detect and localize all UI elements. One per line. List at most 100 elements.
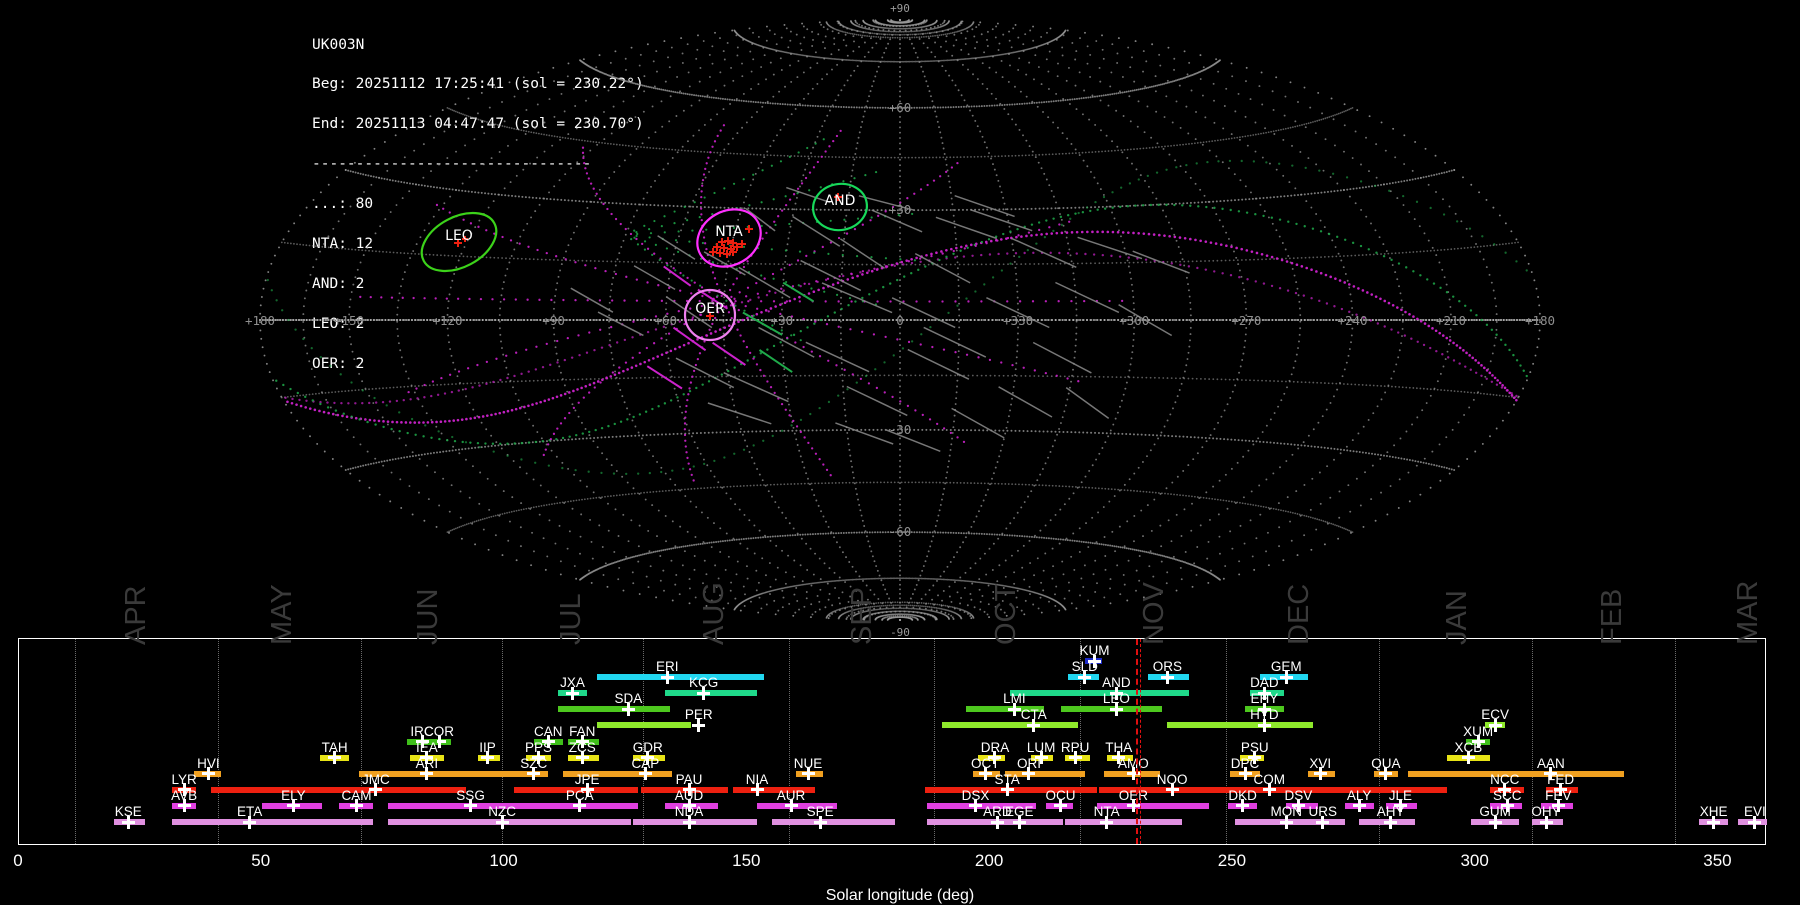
shower-bar[interactable] [597, 722, 692, 728]
shower-code-label: SSG [456, 788, 485, 803]
shower-code-label: NTA [1094, 804, 1120, 819]
shower-code-label: RPU [1061, 740, 1090, 755]
shower-label-leo: LEO [445, 228, 473, 244]
month-label: JUL [555, 593, 588, 645]
shower-code-label: NZC [488, 804, 516, 819]
shower-bar[interactable] [1061, 706, 1163, 712]
shower-bar[interactable] [1699, 819, 1728, 825]
x-tick-label: 350 [1703, 851, 1731, 871]
shower-code-label: IEA [416, 740, 438, 755]
shower-bar[interactable] [172, 803, 196, 809]
shower-bar[interactable] [597, 674, 765, 680]
shower-code-label: DPC [1231, 756, 1260, 771]
shower-code-label: COM [1254, 772, 1286, 787]
shower-bar[interactable] [514, 803, 638, 809]
shower-bar[interactable] [1738, 819, 1767, 825]
shower-bar[interactable] [339, 803, 373, 809]
shower-code-label: DSV [1285, 788, 1313, 803]
shower-bar[interactable] [1471, 819, 1520, 825]
shower-code-label: FEV [1545, 788, 1571, 803]
shower-code-label: XCB [1454, 740, 1482, 755]
shower-bar[interactable] [320, 755, 349, 761]
shower-bar[interactable] [194, 771, 221, 777]
month-label: SEP [846, 587, 879, 645]
month-gridline [1226, 639, 1227, 844]
lat-label: -60 [889, 524, 912, 539]
shower-code-label: XHE [1700, 804, 1728, 819]
shower-code-label: NCC [1490, 772, 1519, 787]
lat-label: +60 [889, 100, 912, 115]
shower-code-label: DSX [962, 788, 990, 803]
shower-bar[interactable] [1104, 771, 1160, 777]
shower-bar[interactable] [1228, 803, 1257, 809]
shower-bar[interactable] [558, 706, 670, 712]
shower-bar[interactable] [1345, 803, 1374, 809]
shower-code-label: ALY [1347, 788, 1372, 803]
shower-bar[interactable] [1308, 771, 1335, 777]
shower-bar[interactable] [388, 819, 631, 825]
shower-code-label: SCC [1493, 788, 1522, 803]
shower-code-label: KUM [1080, 643, 1110, 658]
lon-label: +150 [334, 313, 364, 328]
shower-code-label: NUE [794, 756, 823, 771]
pole-label: +90 [890, 2, 910, 15]
lon-label: +60 [654, 313, 677, 328]
shower-code-label: AAN [1537, 756, 1565, 771]
shower-bar[interactable] [1148, 674, 1189, 680]
lon-label: +270 [1231, 313, 1261, 328]
radiant-point [745, 225, 753, 233]
shower-bar[interactable] [1235, 819, 1305, 825]
lat-label: +30 [889, 202, 912, 217]
shower-bar[interactable] [633, 819, 757, 825]
shower-bar[interactable] [1007, 819, 1063, 825]
shower-bar[interactable] [478, 755, 500, 761]
shower-bar[interactable] [796, 771, 823, 777]
shower-bar[interactable] [1065, 819, 1182, 825]
shower-code-label: DKD [1228, 788, 1257, 803]
shower-bar[interactable] [1065, 755, 1089, 761]
shower-code-label: EGE [1005, 804, 1034, 819]
shower-code-label: OER [1119, 788, 1148, 803]
shower-code-label: OCU [1046, 788, 1076, 803]
x-tick-label: 250 [1218, 851, 1246, 871]
shower-bar[interactable] [1359, 819, 1415, 825]
month-label: JAN [1441, 590, 1474, 645]
shower-code-label: CTA [1021, 707, 1047, 722]
shower-bar[interactable] [665, 690, 757, 696]
shower-bar[interactable] [114, 819, 146, 825]
lon-label: +90 [542, 313, 565, 328]
month-gridline [789, 639, 790, 844]
shower-bar[interactable] [772, 819, 896, 825]
x-tick-label: 100 [489, 851, 517, 871]
shower-code-label: AUD [675, 788, 704, 803]
shower-bar[interactable] [1046, 803, 1073, 809]
shower-bar[interactable] [1447, 755, 1491, 761]
shower-bar[interactable] [1374, 771, 1398, 777]
shower-bar[interactable] [1167, 722, 1313, 728]
shower-code-label: EHY [1251, 691, 1279, 706]
shower-code-label: PPS [525, 740, 552, 755]
shower-code-label: AND [1102, 675, 1131, 690]
shower-bar[interactable] [558, 690, 587, 696]
x-tick-label: 150 [732, 851, 760, 871]
shower-bar[interactable] [1010, 690, 1190, 696]
shower-bar[interactable] [568, 755, 600, 761]
shower-code-label: NIA [746, 772, 769, 787]
lon-label: +300 [1119, 313, 1149, 328]
shower-code-label: OHY [1531, 804, 1560, 819]
shower-bar[interactable] [942, 722, 1078, 728]
shower-code-label: SPE [807, 804, 834, 819]
shower-bar[interactable] [1532, 819, 1564, 825]
shower-bar[interactable] [172, 819, 374, 825]
lon-label: +120 [432, 313, 462, 328]
shower-bar[interactable] [262, 803, 323, 809]
shower-bar[interactable] [1306, 819, 1345, 825]
month-gridline [75, 639, 76, 844]
shower-bar[interactable] [211, 787, 466, 793]
shower-bar[interactable] [1068, 674, 1100, 680]
x-tick-label: 0 [13, 851, 22, 871]
shower-bar[interactable] [522, 771, 549, 777]
lon-label: +210 [1436, 313, 1466, 328]
shower-code-label: QUA [1371, 756, 1400, 771]
shower-code-label: XUM [1463, 724, 1493, 739]
